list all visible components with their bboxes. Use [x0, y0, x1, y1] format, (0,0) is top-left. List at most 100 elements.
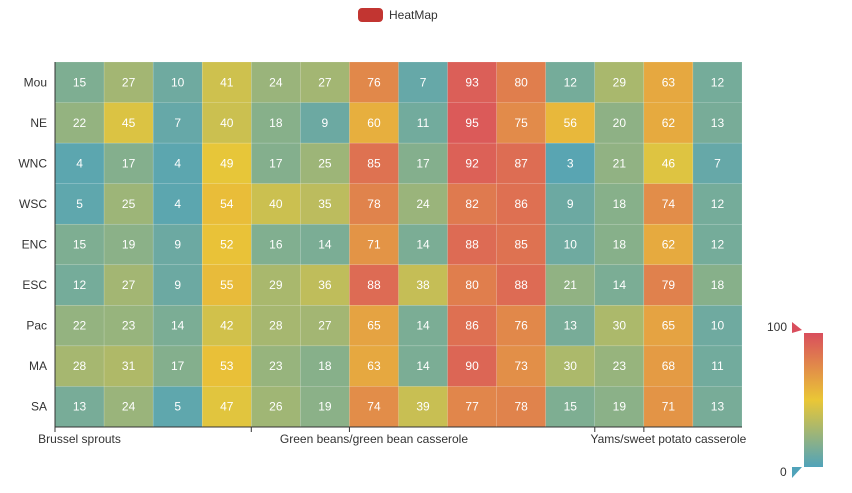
heatmap-cell[interactable]: [594, 223, 645, 266]
heatmap-cell[interactable]: [54, 183, 105, 225]
heatmap-cell[interactable]: [103, 386, 154, 428]
heatmap-cell[interactable]: [692, 142, 743, 184]
heatmap-cell[interactable]: [643, 183, 694, 225]
heatmap-cell[interactable]: [643, 142, 694, 184]
heatmap-cell[interactable]: [496, 61, 546, 103]
heatmap-cell[interactable]: [251, 386, 301, 428]
heatmap-cell[interactable]: [496, 223, 546, 266]
heatmap-cell[interactable]: [545, 386, 596, 428]
heatmap-cell[interactable]: [300, 305, 350, 347]
heatmap-cell[interactable]: [54, 305, 105, 347]
heatmap-cell[interactable]: [54, 386, 105, 428]
heatmap-cell[interactable]: [398, 264, 448, 306]
heatmap-cell[interactable]: [349, 305, 399, 347]
heatmap-cell[interactable]: [300, 61, 350, 103]
heatmap-cell[interactable]: [496, 102, 546, 144]
heatmap-cell[interactable]: [545, 61, 596, 103]
heatmap-cell[interactable]: [152, 61, 203, 103]
heatmap-cell[interactable]: [496, 142, 546, 184]
heatmap-cell[interactable]: [54, 264, 105, 306]
heatmap-cell[interactable]: [349, 264, 399, 306]
heatmap-cell[interactable]: [496, 345, 546, 387]
heatmap-cell[interactable]: [54, 223, 105, 266]
heatmap-cell[interactable]: [692, 305, 743, 347]
heatmap-cell[interactable]: [103, 183, 154, 225]
heatmap-cell[interactable]: [398, 102, 448, 144]
heatmap-cell[interactable]: [692, 386, 743, 428]
visual-map-gradient[interactable]: [804, 333, 823, 467]
heatmap-cell[interactable]: [201, 142, 252, 184]
heatmap-cell[interactable]: [251, 223, 301, 266]
heatmap-cell[interactable]: [349, 345, 399, 387]
heatmap-cell[interactable]: [152, 345, 203, 387]
heatmap-cell[interactable]: [201, 264, 252, 306]
heatmap-cell[interactable]: [643, 386, 694, 428]
heatmap-cell[interactable]: [251, 102, 301, 144]
heatmap-cell[interactable]: [201, 102, 252, 144]
heatmap-cell[interactable]: [594, 264, 645, 306]
heatmap-cell[interactable]: [349, 223, 399, 266]
heatmap-cell[interactable]: [692, 264, 743, 306]
heatmap-cell[interactable]: [251, 264, 301, 306]
visual-map-min-handle-icon[interactable]: [792, 467, 802, 478]
heatmap-cell[interactable]: [349, 142, 399, 184]
heatmap-cell[interactable]: [545, 264, 596, 306]
heatmap-cell[interactable]: [692, 102, 743, 144]
heatmap-cell[interactable]: [300, 102, 350, 144]
heatmap-cell[interactable]: [545, 102, 596, 144]
heatmap-cell[interactable]: [54, 61, 105, 103]
heatmap-cell[interactable]: [594, 183, 645, 225]
heatmap-cell[interactable]: [201, 386, 252, 428]
heatmap-cell[interactable]: [643, 264, 694, 306]
heatmap-cell[interactable]: [496, 305, 546, 347]
heatmap-cell[interactable]: [349, 386, 399, 428]
heatmap-cell[interactable]: [201, 61, 252, 103]
legend-item[interactable]: HeatMap: [358, 8, 438, 22]
heatmap-cell[interactable]: [545, 142, 596, 184]
heatmap-cell[interactable]: [103, 345, 154, 387]
heatmap-cell[interactable]: [692, 223, 743, 266]
heatmap-cell[interactable]: [447, 142, 497, 184]
heatmap-cell[interactable]: [54, 142, 105, 184]
heatmap-cell[interactable]: [54, 345, 105, 387]
heatmap-cell[interactable]: [447, 223, 497, 266]
heatmap-cell[interactable]: [300, 386, 350, 428]
heatmap-cell[interactable]: [643, 305, 694, 347]
heatmap-cell[interactable]: [201, 183, 252, 225]
heatmap-cell[interactable]: [643, 61, 694, 103]
heatmap-cell[interactable]: [300, 223, 350, 266]
heatmap-cell[interactable]: [447, 264, 497, 306]
heatmap-cell[interactable]: [103, 264, 154, 306]
heatmap-cell[interactable]: [398, 183, 448, 225]
heatmap-cell[interactable]: [594, 142, 645, 184]
heatmap-cell[interactable]: [398, 386, 448, 428]
heatmap-cell[interactable]: [447, 305, 497, 347]
heatmap-cell[interactable]: [447, 345, 497, 387]
heatmap-cell[interactable]: [152, 386, 203, 428]
heatmap-cell[interactable]: [545, 223, 596, 266]
heatmap-cell[interactable]: [594, 102, 645, 144]
heatmap-cell[interactable]: [251, 345, 301, 387]
heatmap-cell[interactable]: [201, 345, 252, 387]
heatmap-cell[interactable]: [300, 264, 350, 306]
heatmap-cell[interactable]: [201, 305, 252, 347]
heatmap-cell[interactable]: [496, 264, 546, 306]
heatmap-cell[interactable]: [251, 183, 301, 225]
heatmap-cell[interactable]: [251, 305, 301, 347]
heatmap-cell[interactable]: [201, 223, 252, 266]
heatmap-cell[interactable]: [545, 345, 596, 387]
heatmap-cell[interactable]: [594, 305, 645, 347]
heatmap-cell[interactable]: [152, 223, 203, 266]
heatmap-cell[interactable]: [152, 142, 203, 184]
heatmap-cell[interactable]: [300, 142, 350, 184]
heatmap-cell[interactable]: [643, 345, 694, 387]
heatmap-cell[interactable]: [692, 345, 743, 387]
heatmap-cell[interactable]: [447, 61, 497, 103]
heatmap-cell[interactable]: [692, 61, 743, 103]
heatmap-cell[interactable]: [300, 183, 350, 225]
heatmap-cell[interactable]: [643, 223, 694, 266]
heatmap-cell[interactable]: [594, 386, 645, 428]
heatmap-cell[interactable]: [545, 183, 596, 225]
visual-map-max-handle-icon[interactable]: [792, 322, 802, 333]
heatmap-cell[interactable]: [398, 305, 448, 347]
